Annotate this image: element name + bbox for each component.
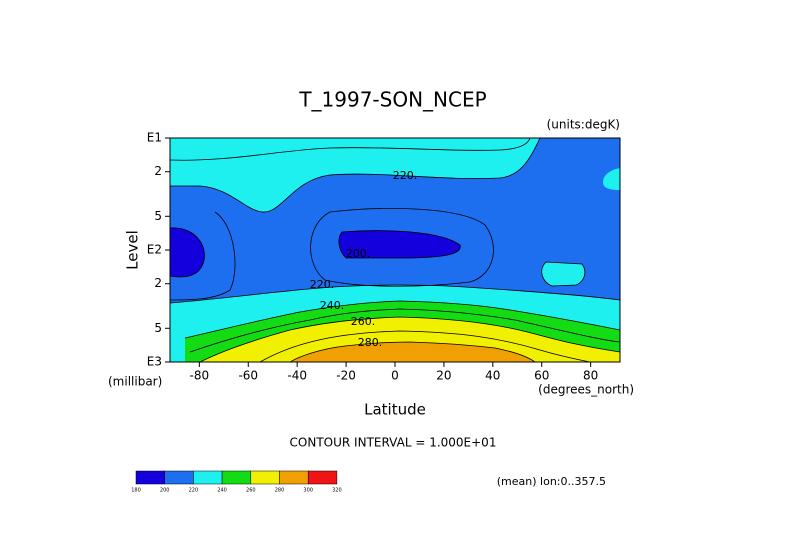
contour-line [170,138,541,213]
colorbar-label: 200 [160,488,170,494]
x-tick-label: 40 [485,369,500,383]
contour-line [259,330,591,362]
contour-line [189,308,620,353]
colorbar-label: 300 [303,488,313,494]
colorbar-box [193,470,223,485]
x-tick-label: -20 [336,369,356,383]
colorbar-box [307,470,338,485]
contour-fill [541,262,585,286]
contour-line [170,284,620,304]
chart-title: T_1997-SON_NCEP [298,88,486,112]
colorbar-box [250,470,280,485]
contour-line [170,211,236,301]
contour-fill [200,317,620,362]
contour-fill [602,168,620,190]
colorbar-box [221,470,252,485]
x-tick-label: 60 [534,369,549,383]
contour-line [170,138,531,161]
y-axis-label: Level [124,230,142,270]
contour-fill [170,227,205,277]
contour-line [310,208,494,287]
contour-line [541,261,586,287]
x-tick-label: 80 [583,369,598,383]
x-tick-label: -60 [238,369,258,383]
colorbar-label: 280 [275,488,285,494]
contour-line [184,300,620,339]
x-tick-label: 20 [436,369,451,383]
y-tick-label: 5 [154,321,162,335]
y-tick-label: E3 [147,355,162,369]
contour-line [170,227,205,278]
x-units-label: (degrees_north) [538,383,634,397]
contour-label: 260. [351,315,376,328]
y-tick-label: 5 [154,209,162,223]
y-tick-label: E1 [147,131,162,145]
footnote: CONTOUR INTERVAL = 1.000E+01 [290,436,497,450]
x-tick-label: -40 [287,369,307,383]
contour-field [170,138,620,362]
colorbar-label: 240 [217,488,227,494]
colorbar-label: 260 [246,488,256,494]
y-tick-label: 2 [154,276,162,290]
y-tick-label: 2 [154,164,162,178]
contour-fill [338,230,461,258]
contour-fill [170,138,540,213]
contour-line [338,230,461,259]
x-tick-label: -80 [190,369,210,383]
contour-line [199,316,620,362]
y-tick-label: E2 [147,243,162,257]
colorbar-label: 220 [189,488,199,494]
contour-label: 280. [358,336,383,349]
average-note: (mean) lon:0..357.5 [497,475,606,488]
contour-label: 200. [346,247,371,260]
contour-label: 220. [393,169,418,182]
colorbar-box [164,470,194,485]
contour-label: 240. [320,299,345,312]
contour-line [289,341,536,362]
contour-label: 220. [310,278,335,291]
contour-fill [290,342,535,362]
colorbar-box [279,470,309,485]
colorbar-box [135,470,165,485]
x-tick-label: 0 [391,369,399,383]
y-units-label: (millibar) [108,375,162,389]
x-axis-label: Latitude [364,401,426,419]
colorbar-label: 320 [332,488,342,494]
units-label: (units:degK) [547,118,620,132]
colorbar-label: 180 [131,488,141,494]
